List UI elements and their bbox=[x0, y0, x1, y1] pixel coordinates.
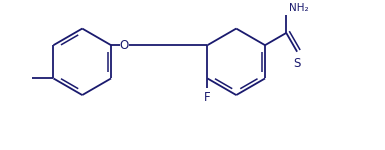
Text: O: O bbox=[120, 39, 129, 52]
Text: S: S bbox=[293, 57, 301, 70]
Text: NH₂: NH₂ bbox=[289, 3, 309, 13]
Text: F: F bbox=[204, 91, 211, 104]
